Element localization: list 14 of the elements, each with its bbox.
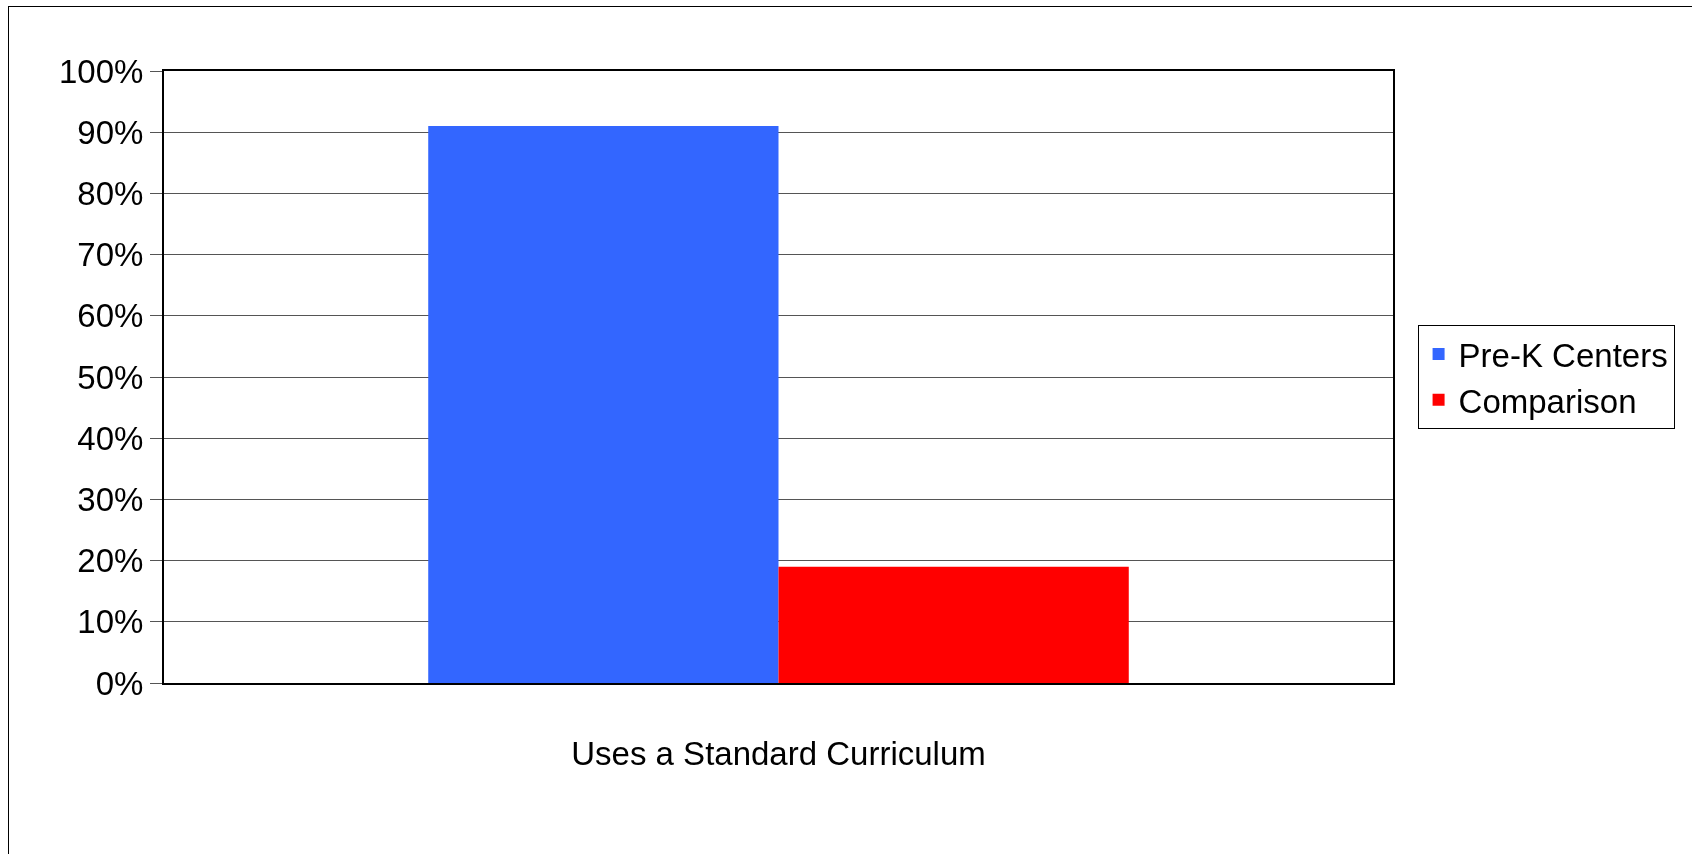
y-tick-label: 10% [77,603,144,641]
y-tick-label: 40% [77,419,144,457]
legend-label: Comparison [1458,382,1637,420]
y-tick-label: 0% [95,664,144,702]
y-tick-label: 60% [77,297,144,335]
y-tick-label: 20% [77,542,144,580]
y-tick-label: 50% [77,358,144,396]
y-tick-label: 30% [77,480,144,518]
y-tick-label: 100% [58,52,144,90]
y-tick-label: 80% [77,174,144,212]
y-tick-label: 70% [77,236,144,274]
y-tick-label: 90% [77,113,144,151]
legend-label: Pre-K Centers [1458,336,1668,374]
x-tick-label: Uses a Standard Curriculum [571,734,986,772]
